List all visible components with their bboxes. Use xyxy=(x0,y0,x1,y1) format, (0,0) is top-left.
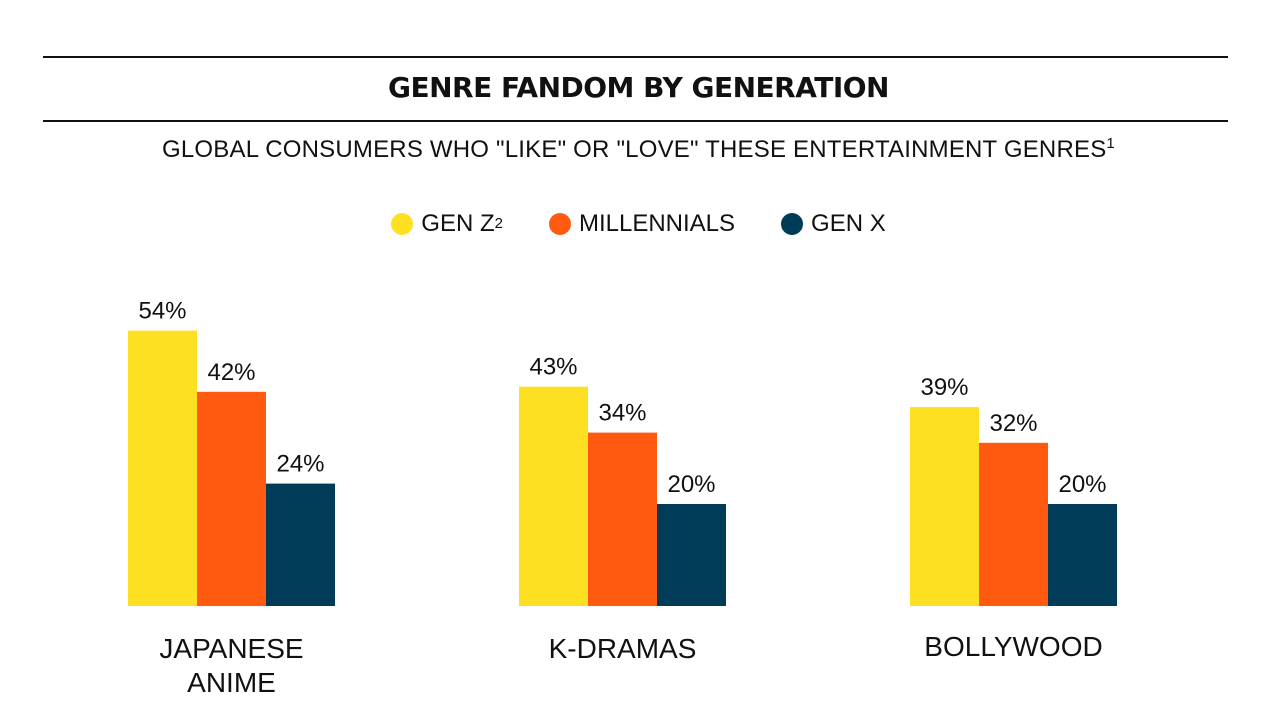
legend-label-gen-x: GEN X xyxy=(811,210,886,237)
data-label-k-dramas-gen-z: 43% xyxy=(529,354,577,381)
legend-swatch-gen-z xyxy=(391,213,414,235)
legend-item-millennials: MILLENNIALS xyxy=(548,208,736,240)
bottom-rule xyxy=(43,120,1228,122)
category-label-line: ANIME xyxy=(187,667,276,698)
category-label-line: JAPANESE xyxy=(159,633,304,664)
data-label-japanese-anime-millennials: 42% xyxy=(207,359,255,386)
bar-bollywood-gen-z xyxy=(910,407,979,606)
category-label-line: BOLLYWOOD xyxy=(924,631,1103,662)
data-label-bollywood-millennials: 32% xyxy=(989,410,1037,437)
category-label-bollywood: BOLLYWOOD xyxy=(894,630,1134,664)
legend-item-gen-x: GEN X xyxy=(781,208,886,240)
category-label-k-dramas: K-DRAMAS xyxy=(503,632,743,666)
subtitle-text: GLOBAL CONSUMERS WHO "LIKE" OR "LOVE" TH… xyxy=(162,136,1107,163)
bar-japanese-anime-millennials xyxy=(197,391,266,606)
bar-k-dramas-millennials xyxy=(588,432,657,606)
data-label-japanese-anime-gen-x: 24% xyxy=(276,451,324,478)
data-label-k-dramas-gen-x: 20% xyxy=(667,471,715,498)
bar-k-dramas-gen-x xyxy=(657,504,726,606)
data-label-bollywood-gen-z: 39% xyxy=(920,374,968,401)
bar-bollywood-gen-x xyxy=(1048,504,1117,606)
legend-swatch-gen-x xyxy=(781,213,804,235)
bar-bollywood-millennials xyxy=(979,442,1048,606)
data-label-k-dramas-millennials: 34% xyxy=(598,400,646,427)
legend-label-millennials: MILLENNIALS xyxy=(578,210,736,237)
chart-title: GENRE FANDOM BY GENERATION xyxy=(388,71,889,104)
category-label-japanese-anime: JAPANESE ANIME xyxy=(112,632,352,700)
chart-subtitle: GLOBAL CONSUMERS WHO "LIKE" OR "LOVE" TH… xyxy=(0,134,1277,166)
subtitle-footnote: 1 xyxy=(1106,135,1115,152)
top-rule xyxy=(43,56,1228,58)
bar-k-dramas-gen-z xyxy=(519,386,588,606)
bar-japanese-anime-gen-z xyxy=(128,330,197,606)
category-label-line: K-DRAMAS xyxy=(548,633,697,664)
data-label-japanese-anime-gen-z: 54% xyxy=(138,298,186,325)
data-label-bollywood-gen-x: 20% xyxy=(1058,471,1106,498)
legend-swatch-millennials xyxy=(548,213,571,235)
legend-label-gen-z: GEN Z xyxy=(421,210,495,237)
bar-japanese-anime-gen-x xyxy=(266,483,335,606)
